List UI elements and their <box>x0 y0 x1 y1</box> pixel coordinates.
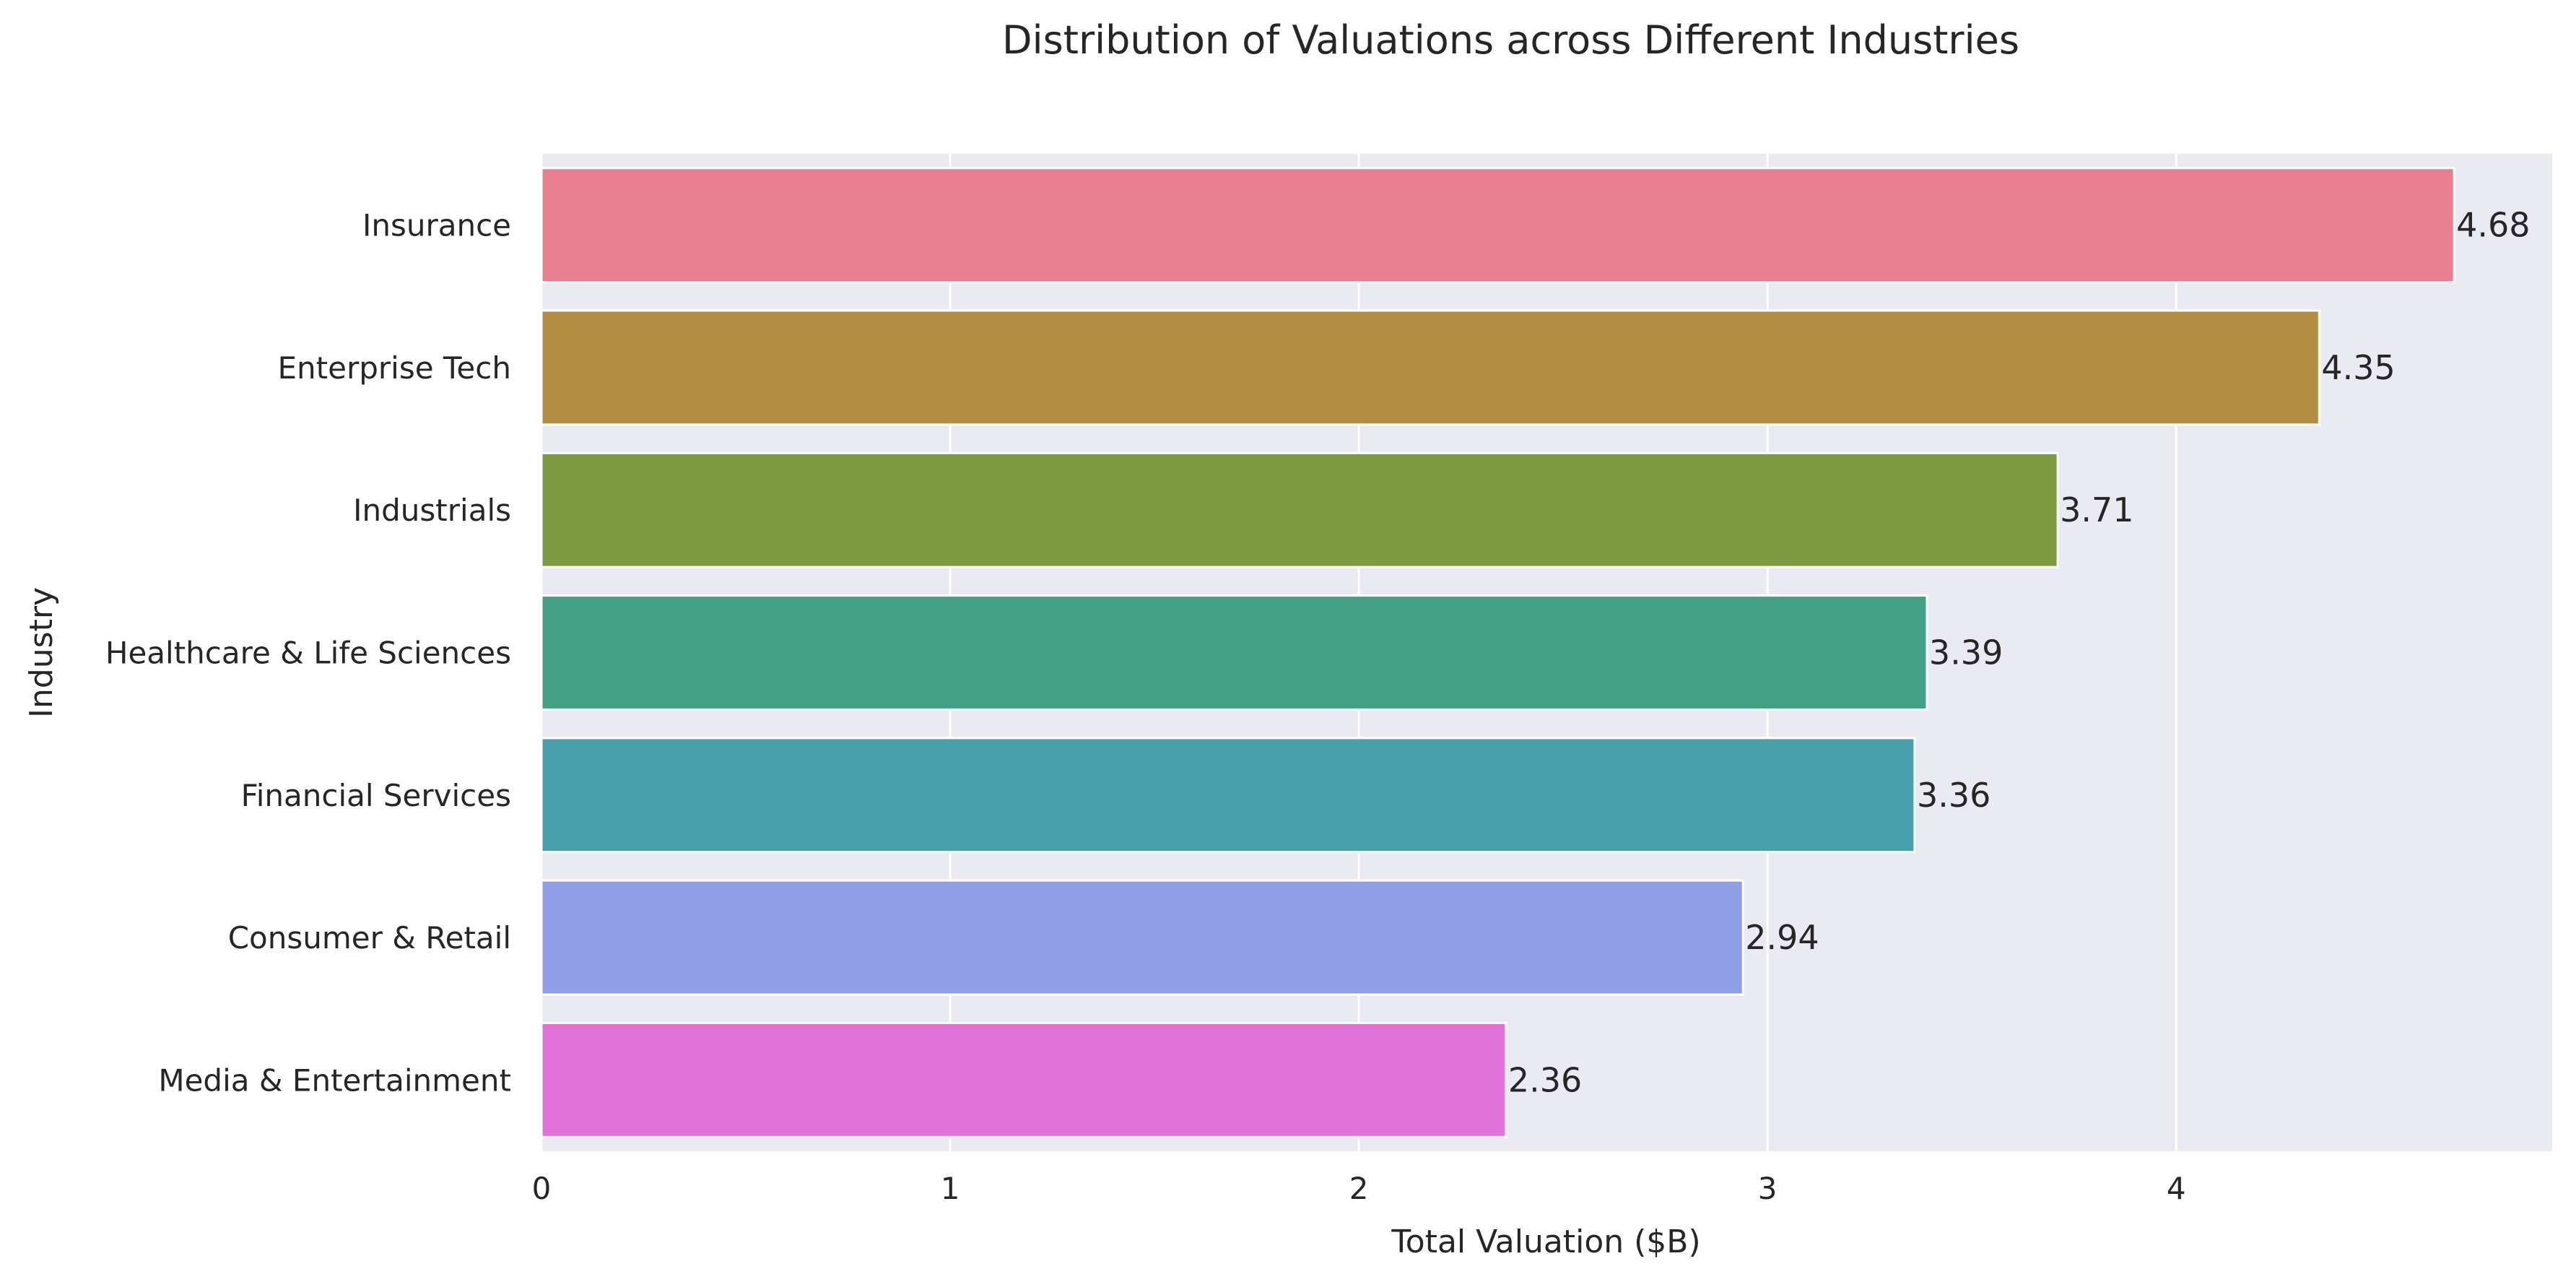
x-tick-label: 4 <box>2167 1171 2186 1206</box>
y-tick-label: Healthcare & Life Sciences <box>105 636 511 671</box>
x-tick-label: 1 <box>941 1171 960 1206</box>
x-tick-label: 0 <box>532 1171 552 1206</box>
bar-industrials <box>540 451 2059 568</box>
bar-financial-services <box>540 737 1916 854</box>
y-tick-label: Insurance <box>362 208 511 243</box>
chart-title: Distribution of Valuations across Differ… <box>1002 17 2019 63</box>
bar-healthcare-life-sciences <box>540 594 1928 711</box>
y-tick-label: Financial Services <box>241 778 511 813</box>
value-labels: 4.68 4.35 3.71 3.39 3.36 2.94 2.36 <box>1508 206 2531 1100</box>
bar-value-label: 2.36 <box>1508 1060 1582 1099</box>
bar-value-label: 3.39 <box>1929 633 2003 672</box>
bar-insurance <box>540 167 2455 284</box>
bar-value-label: 4.68 <box>2456 206 2530 245</box>
bars <box>540 167 2455 1138</box>
bar-media-entertainment <box>540 1021 1507 1138</box>
bar-consumer-retail <box>540 879 1744 996</box>
bar-enterprise-tech <box>540 309 2320 426</box>
bar-value-label: 3.71 <box>2060 490 2133 529</box>
y-tick-label: Enterprise Tech <box>278 350 511 386</box>
x-axis-label: Total Valuation ($B) <box>1391 1223 1700 1260</box>
y-tick-labels: Insurance Enterprise Tech Industrials Healt… <box>105 208 511 1099</box>
x-tick-label: 2 <box>1349 1171 1369 1206</box>
y-tick-label: Consumer & Retail <box>228 920 511 956</box>
bar-value-label: 4.35 <box>2321 348 2395 387</box>
x-tick-label: 3 <box>1758 1171 1777 1206</box>
y-axis-label: Industry <box>23 587 60 718</box>
bar-value-label: 3.36 <box>1917 776 1990 815</box>
x-tick-labels: 0 1 2 3 4 <box>532 1171 2186 1206</box>
bar-value-label: 2.94 <box>1745 918 1819 957</box>
y-tick-label: Industrials <box>353 493 511 528</box>
y-tick-label: Media & Entertainment <box>158 1062 511 1098</box>
